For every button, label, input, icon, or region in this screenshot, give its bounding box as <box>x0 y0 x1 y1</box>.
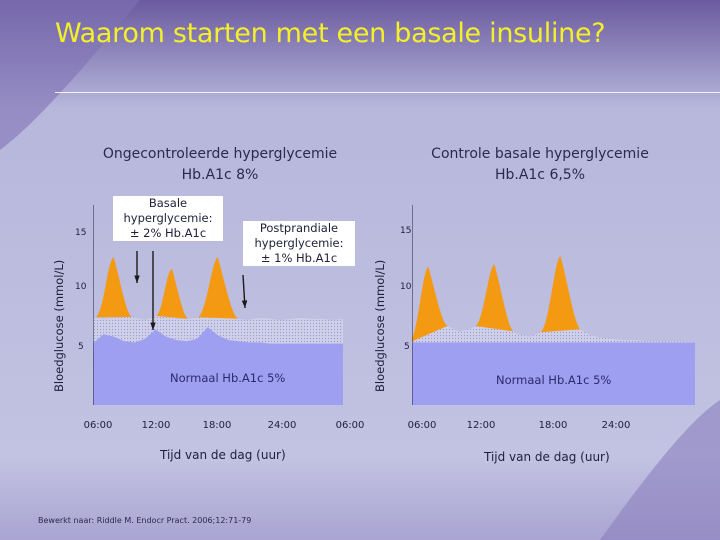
left-normal-label: Normaal Hb.A1c 5% <box>170 371 286 385</box>
title-divider <box>55 92 720 93</box>
right-panel-subtitle: Hb.A1c 6,5% <box>494 167 586 183</box>
left-x-tick-3: 24:00 <box>267 420 297 431</box>
corner-swirl-top-left <box>0 0 140 150</box>
left-x-axis-label: Tijd van de dag (uur) <box>160 448 286 462</box>
left-panel-title: Ongecontroleerde hyperglycemie <box>102 146 338 162</box>
left-x-tick-2: 18:00 <box>202 420 232 431</box>
left-panel-subtitle: Hb.A1c 8% <box>181 167 259 183</box>
callout-arrowhead-3 <box>241 300 248 308</box>
left-y-tick-5: 5 <box>78 342 84 352</box>
corner-swirl-bottom-right <box>600 400 720 540</box>
left-x-tick-0: 06:00 <box>83 420 113 431</box>
right-panel-heading: Controle basale hyperglycemie Hb.A1c 6,5… <box>395 144 685 186</box>
postprandial-peak-2 <box>156 269 188 319</box>
left-y-tick-10: 10 <box>75 282 87 292</box>
chart-right <box>412 205 695 405</box>
normal-glucose-area <box>412 342 695 405</box>
postprandial-peak-2 <box>475 264 514 332</box>
left-y-tick-15: 15 <box>75 228 87 238</box>
left-panel-heading: Ongecontroleerde hyperglycemie Hb.A1c 8% <box>65 144 375 186</box>
right-panel-title: Controle basale hyperglycemie <box>431 146 649 162</box>
callout-arrowhead-2 <box>150 322 156 330</box>
right-x-tick-2: 18:00 <box>538 420 568 431</box>
left-x-tick-4: 06:00 <box>335 420 365 431</box>
right-x-tick-1: 12:00 <box>466 420 496 431</box>
postprandial-peak-1 <box>412 266 448 342</box>
right-y-axis-label: Bloedglucose (mmol/L) <box>373 259 387 392</box>
source-citation: Bewerkt naar: Riddle M. Endocr Pract. 20… <box>38 516 252 525</box>
left-y-axis-label: Bloedglucose (mmol/L) <box>52 259 66 392</box>
right-x-tick-0: 06:00 <box>407 420 437 431</box>
callout-arrowhead-1 <box>134 275 140 283</box>
right-x-axis-label: Tijd van de dag (uur) <box>484 450 610 464</box>
postprandial-peak-3 <box>198 257 238 319</box>
slide-title: Waarom starten met een basale insuline? <box>55 18 606 49</box>
postprandial-peak-3 <box>540 256 581 333</box>
right-y-tick-10: 10 <box>400 282 412 292</box>
postprandial-hyperglycemia-callout: Postprandiale hyperglycemie: ± 1% Hb.A1c <box>243 221 355 266</box>
right-x-tick-3: 24:00 <box>601 420 631 431</box>
left-x-tick-1: 12:00 <box>141 420 171 431</box>
basal-hyperglycemia-band <box>93 311 343 344</box>
right-y-tick-5: 5 <box>404 342 410 352</box>
right-y-tick-15: 15 <box>400 226 412 236</box>
normal-glucose-area <box>93 327 343 405</box>
postprandial-peak-1 <box>96 257 132 318</box>
chart-left <box>93 205 343 405</box>
right-normal-label: Normaal Hb.A1c 5% <box>496 373 612 387</box>
basal-hyperglycemia-callout: Basale hyperglycemie: ± 2% Hb.A1c <box>113 196 223 241</box>
